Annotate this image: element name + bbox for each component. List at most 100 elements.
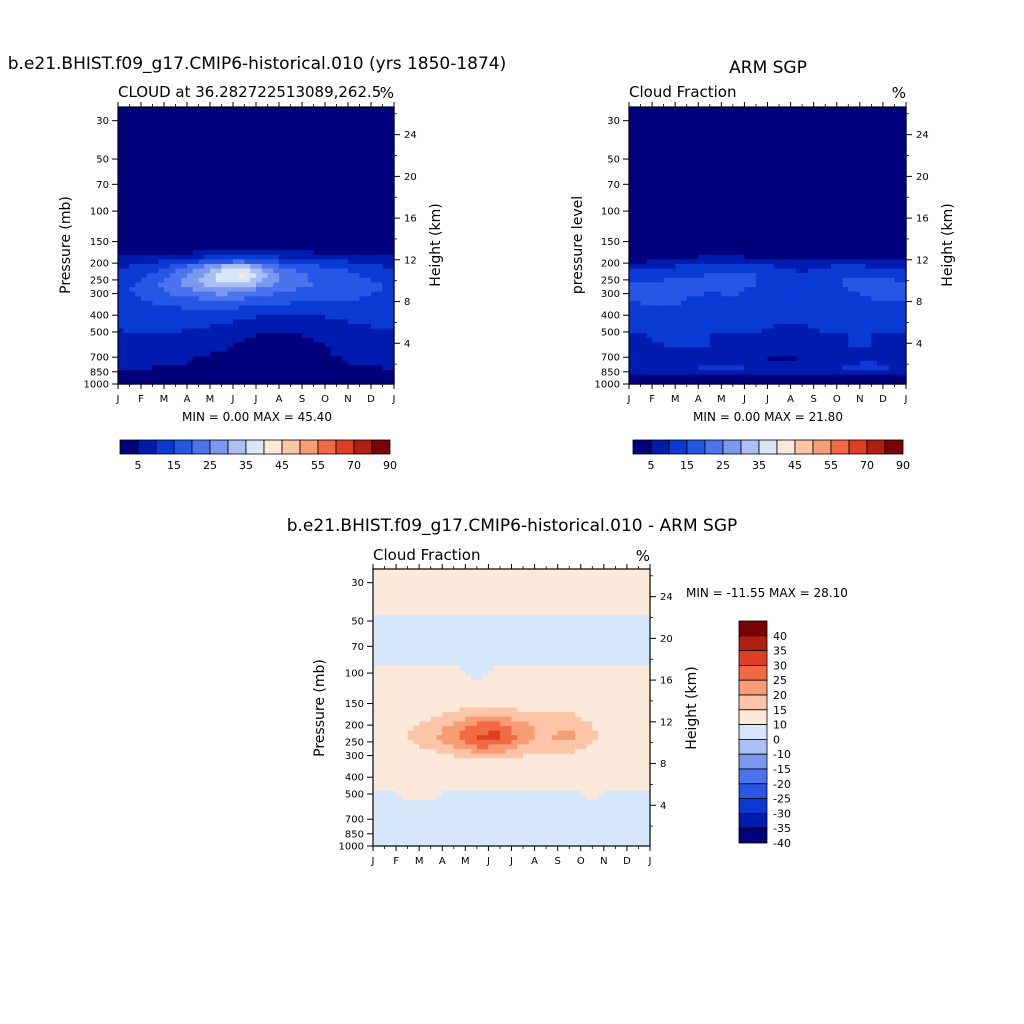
contour-cell xyxy=(284,222,292,228)
contour-cell xyxy=(894,217,901,224)
contour-cell xyxy=(296,107,303,113)
contour-cell xyxy=(692,120,699,127)
contour-cell xyxy=(382,351,389,357)
contour-cell xyxy=(727,143,734,150)
contour-cell xyxy=(634,227,642,233)
contour-cell xyxy=(135,153,142,159)
contour-cell xyxy=(164,337,171,344)
contour-cell xyxy=(290,134,297,140)
contour-cell xyxy=(187,227,194,233)
contour-cell xyxy=(250,116,257,122)
contour-cell xyxy=(330,370,338,376)
contour-cell xyxy=(244,120,251,127)
contour-cell xyxy=(348,254,355,260)
contour-cell xyxy=(210,360,217,367)
contour-cell xyxy=(669,153,676,159)
contour-cell xyxy=(175,222,182,228)
contour-cell xyxy=(227,323,234,330)
contour-cell xyxy=(738,240,746,247)
contour-cell xyxy=(267,296,274,302)
contour-cell xyxy=(302,171,309,177)
contour-cell xyxy=(634,190,642,196)
contour-cell xyxy=(376,143,384,150)
contour-cell xyxy=(284,231,292,237)
contour-cell xyxy=(313,143,320,150)
contour-cell xyxy=(790,268,797,274)
contour-cell xyxy=(192,250,200,256)
contour-cell xyxy=(250,296,257,302)
contour-cell xyxy=(164,365,171,371)
contour-cell xyxy=(342,130,349,136)
contour-cell xyxy=(802,148,809,154)
contour-cell xyxy=(181,130,188,136)
contour-cell xyxy=(141,305,148,311)
contour-cell xyxy=(359,236,366,242)
contour-cell xyxy=(273,287,280,293)
contour-cell xyxy=(204,259,211,265)
contour-cell xyxy=(359,143,366,150)
contour-cell xyxy=(779,245,786,251)
contour-cell xyxy=(663,153,670,159)
contour-cell xyxy=(244,240,251,247)
x-tick-label: S xyxy=(299,394,305,405)
contour-cell xyxy=(888,222,896,228)
contour-cell xyxy=(273,370,280,376)
contour-cell xyxy=(750,120,757,127)
contour-cell xyxy=(273,120,280,127)
contour-cell xyxy=(652,273,659,279)
contour-cell xyxy=(376,245,384,251)
contour-cell xyxy=(325,231,332,237)
contour-cell xyxy=(646,125,653,131)
contour-cell xyxy=(244,263,251,270)
contour-cell xyxy=(744,162,751,168)
contour-cell xyxy=(692,176,699,182)
contour-cell xyxy=(118,245,125,251)
contour-cell xyxy=(169,130,177,136)
contour-cell xyxy=(187,107,194,113)
contour-cell xyxy=(813,254,821,260)
contour-cell xyxy=(181,194,188,200)
contour-cell xyxy=(865,268,872,274)
contour-cell xyxy=(215,268,223,274)
contour-cell xyxy=(284,282,292,288)
contour-cell xyxy=(848,171,855,177)
contour-cell xyxy=(330,143,338,150)
contour-cell xyxy=(129,139,136,145)
contour-cell xyxy=(871,217,878,224)
contour-cell xyxy=(807,199,815,205)
contour-cell xyxy=(325,305,332,311)
contour-cell xyxy=(135,180,142,187)
contour-cell xyxy=(882,291,890,297)
contour-cell xyxy=(784,120,792,127)
contour-cell xyxy=(686,199,694,205)
contour-cell xyxy=(152,277,159,284)
contour-cell xyxy=(640,148,647,154)
contour-cell xyxy=(307,194,315,200)
contour-cell xyxy=(859,291,867,297)
contour-cell xyxy=(669,291,676,297)
contour-cell xyxy=(244,162,251,168)
contour-cell xyxy=(175,208,182,214)
contour-cell xyxy=(365,231,372,237)
contour-cell xyxy=(256,148,263,154)
y-right-tick-label: 8 xyxy=(404,297,410,308)
contour-cell xyxy=(848,176,855,182)
contour-cell xyxy=(175,347,182,353)
contour-cell xyxy=(353,217,361,224)
contour-cell xyxy=(882,120,890,127)
contour-cell xyxy=(744,143,751,150)
contour-cell xyxy=(825,180,832,187)
contour-cell xyxy=(882,203,890,210)
contour-cell xyxy=(657,176,665,182)
contour-cell xyxy=(302,125,309,131)
contour-cell xyxy=(256,213,263,219)
contour-cell xyxy=(755,139,763,145)
contour-cell xyxy=(796,143,803,150)
contour-cell xyxy=(750,213,757,219)
contour-cell xyxy=(279,194,286,200)
contour-cell xyxy=(123,139,131,145)
contour-cell xyxy=(848,277,855,284)
contour-cell xyxy=(187,282,194,288)
contour-cell xyxy=(221,356,228,362)
contour-cell xyxy=(859,190,867,196)
